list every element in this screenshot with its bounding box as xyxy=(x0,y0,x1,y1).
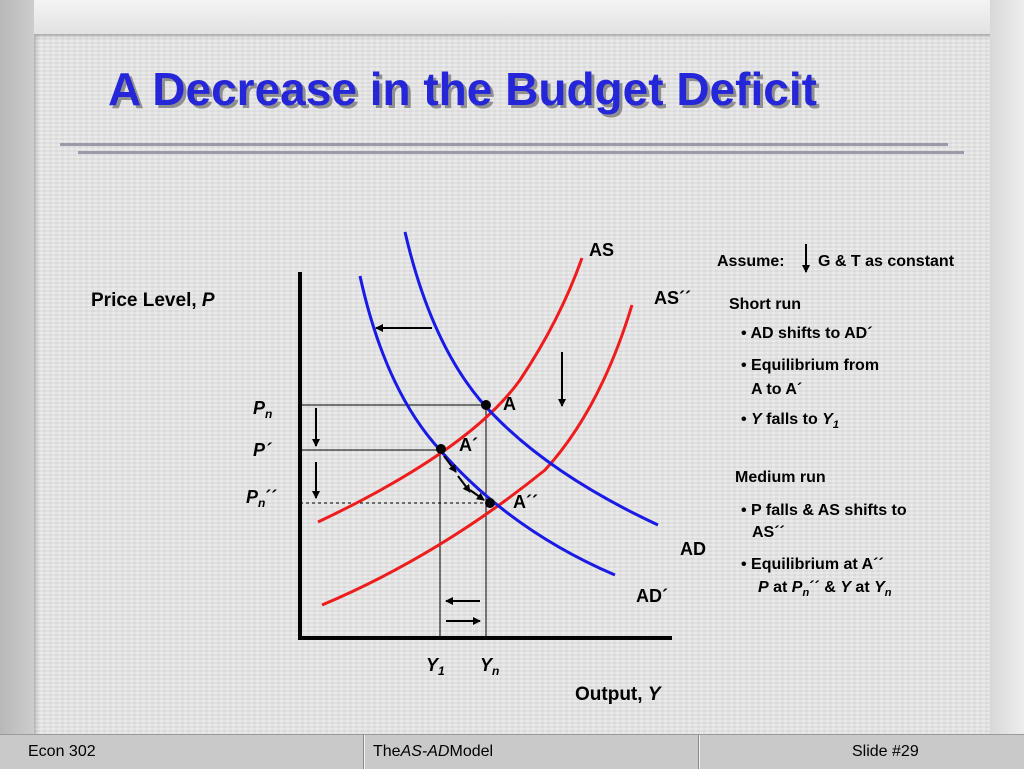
bevel-top xyxy=(0,0,1024,34)
point-a1-label: A´ xyxy=(459,435,478,455)
assume-prefix: Assume: xyxy=(717,253,785,270)
short-run-heading: Short run xyxy=(729,296,801,313)
footer-center-suffix: Model xyxy=(449,743,494,760)
short-run-item-2b: A to A´ xyxy=(751,381,803,398)
footer-left: Econ 302 xyxy=(28,743,96,760)
footer-separator-2 xyxy=(699,735,700,769)
bullet: • xyxy=(741,411,752,428)
medium-run-item-2b: P at Pn´´ & Y at Yn xyxy=(758,579,892,599)
pn-var: P xyxy=(791,579,803,596)
yn-label: Yn xyxy=(480,655,499,678)
footer-center-prefix: The xyxy=(373,743,401,760)
title-rule-shadow xyxy=(78,151,964,154)
footer-center-model: AS-AD xyxy=(400,743,450,760)
short-run-item-3: • Y falls to Y1 xyxy=(741,411,839,431)
medium-run-item-1a: • P falls & AS shifts to xyxy=(741,502,907,519)
y-var: Y xyxy=(751,411,762,428)
yn-var: Y xyxy=(874,579,885,596)
bevel-right xyxy=(990,0,1024,768)
path-arrow-1 xyxy=(443,455,457,473)
medium-run-item-1b: AS´´ xyxy=(752,524,785,541)
ad2-label: AD´ xyxy=(636,586,668,606)
x-axis-title: Output, Y xyxy=(575,684,663,705)
pn-label: Pn xyxy=(253,398,272,421)
short-run-item-2a: • Equilibrium from xyxy=(741,357,880,374)
medium-run-heading: Medium run xyxy=(735,469,826,486)
as-curve xyxy=(317,257,584,524)
point-a-marker xyxy=(481,400,491,410)
y1-sub: 1 xyxy=(832,419,839,432)
assume-text: G & T as constant xyxy=(818,253,955,270)
p1-label: P´ xyxy=(253,440,272,460)
point-a-label: A xyxy=(503,394,516,414)
slide-number: Slide #29 xyxy=(852,743,919,760)
path-arrow-2 xyxy=(457,475,471,493)
as2-label: AS´´ xyxy=(654,288,691,308)
point-a2-label: A´´ xyxy=(513,492,538,512)
falls-to-text: falls to xyxy=(761,411,823,428)
p-var: P xyxy=(758,579,769,596)
slide-title: A Decrease in the Budget Deficit xyxy=(108,63,817,115)
y-var: Y xyxy=(840,579,851,596)
y1-var: Y xyxy=(822,411,833,428)
y-axis-title: Price Level, P xyxy=(91,290,215,311)
at-text-1: at xyxy=(768,579,792,596)
short-run-item-1: • AD shifts to AD´ xyxy=(741,325,873,342)
ampersand: & xyxy=(819,579,841,596)
pn-sub: n xyxy=(802,587,810,600)
pn2-label: Pn´´ xyxy=(246,487,277,510)
ad2-curve xyxy=(358,275,616,577)
bevel-left xyxy=(0,0,34,768)
y1-label: Y1 xyxy=(426,655,445,678)
path-arrow-3 xyxy=(469,489,485,501)
yn-sub: n xyxy=(884,587,892,600)
point-a2-marker xyxy=(485,498,495,508)
ad-label: AD xyxy=(680,539,706,559)
as2-curve xyxy=(321,304,634,607)
point-a1-marker xyxy=(436,444,446,454)
at-text-2: at xyxy=(850,579,875,596)
title-rule xyxy=(60,143,948,146)
double-prime: ´´ xyxy=(809,579,820,596)
slide-footer: Econ 302 The AS-AD Model Slide #29 xyxy=(0,734,1024,769)
ad-curve xyxy=(403,231,659,527)
footer-separator-1 xyxy=(364,735,365,769)
slide-panel xyxy=(34,34,990,734)
as-label: AS xyxy=(589,240,614,260)
medium-run-item-2a: • Equilibrium at A´´ xyxy=(741,556,884,573)
footer-center: The AS-AD Model xyxy=(373,735,673,769)
